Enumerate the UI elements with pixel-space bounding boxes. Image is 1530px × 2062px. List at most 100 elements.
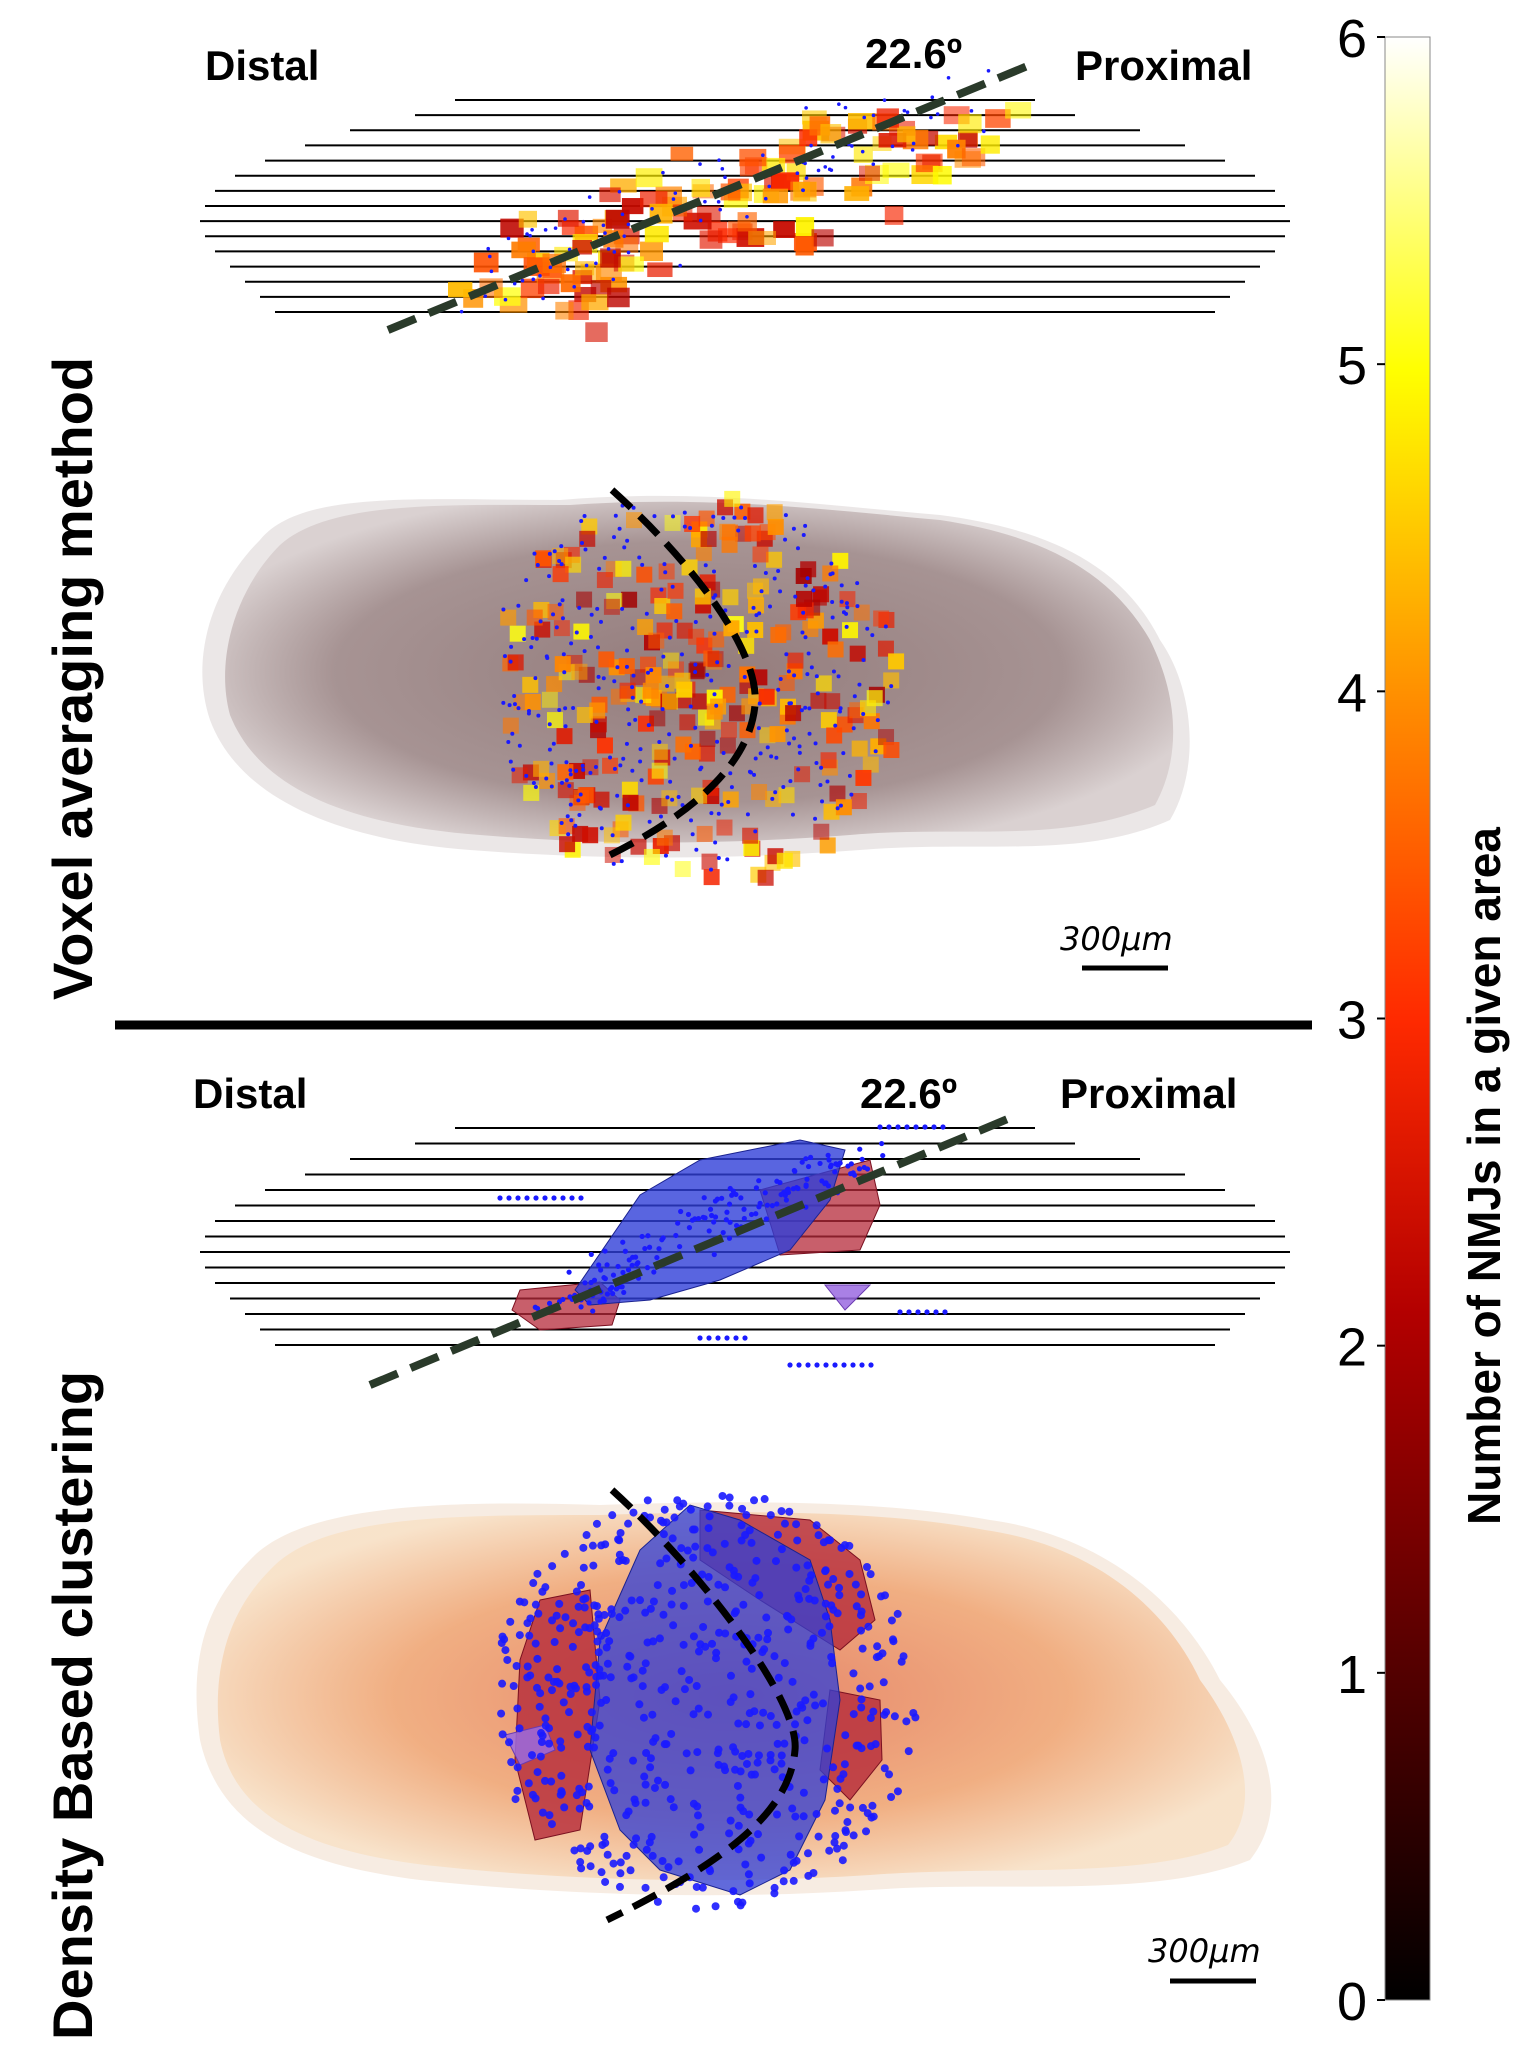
- nmj-point: [599, 1671, 608, 1680]
- nmj-point: [593, 1637, 602, 1646]
- nmj-point: [693, 1802, 702, 1811]
- heat-voxel: [882, 162, 910, 179]
- nmj-point: [662, 562, 667, 567]
- heat-voxel: [639, 191, 668, 208]
- nmj-point: [624, 1519, 633, 1528]
- nmj-point: [639, 699, 644, 704]
- nmj-point: [839, 1770, 848, 1779]
- nmj-point: [858, 1803, 867, 1812]
- heat-voxel: [947, 139, 966, 159]
- nmj-point: [833, 1784, 842, 1793]
- nmj-point: [589, 1561, 598, 1570]
- nmj-point: [608, 1511, 617, 1520]
- nmj-point: [868, 1362, 874, 1368]
- nmj-point: [773, 790, 778, 795]
- nmj-point: [598, 1267, 604, 1273]
- heat-voxel: [744, 525, 761, 542]
- nmj-point: [533, 1195, 539, 1201]
- nmj-point: [664, 1863, 673, 1872]
- nmj-point: [711, 1219, 717, 1225]
- voxel-front-points: [501, 500, 894, 872]
- nmj-point: [682, 1749, 691, 1758]
- nmj-point: [849, 1669, 858, 1678]
- nmj-point: [641, 1608, 650, 1617]
- nmj-point: [709, 523, 714, 528]
- nmj-point: [685, 1675, 694, 1684]
- nmj-point: [601, 1275, 607, 1281]
- nmj-point: [663, 570, 668, 575]
- heat-voxel: [662, 693, 679, 710]
- nmj-point: [601, 676, 606, 681]
- nmj-point: [736, 1793, 745, 1802]
- nmj-point: [622, 1851, 631, 1860]
- nmj-point: [829, 168, 834, 172]
- nmj-point: [878, 1649, 887, 1658]
- nmj-point: [620, 1239, 626, 1245]
- heat-voxel: [778, 787, 795, 804]
- nmj-point: [709, 867, 714, 872]
- nmj-point: [758, 751, 763, 756]
- nmj-point: [601, 223, 606, 228]
- heat-voxel: [573, 623, 590, 640]
- nmj-point: [563, 724, 568, 729]
- nmj-point: [582, 1280, 588, 1286]
- nmj-point: [622, 1248, 628, 1254]
- heat-voxel: [811, 229, 834, 247]
- voxel-proximal-label: Proximal: [1075, 42, 1252, 89]
- dbscan-front-points: [497, 1491, 920, 1913]
- nmj-point: [621, 1606, 630, 1615]
- nmj-point: [694, 1647, 703, 1656]
- nmj-point: [603, 1659, 612, 1668]
- nmj-point: [641, 1798, 650, 1807]
- nmj-point: [861, 712, 866, 717]
- nmj-point: [823, 1744, 832, 1753]
- nmj-point: [786, 1850, 795, 1859]
- nmj-point: [660, 707, 665, 712]
- nmj-point: [855, 581, 860, 586]
- nmj-point: [759, 589, 764, 594]
- nmj-point: [712, 692, 717, 697]
- nmj-point: [631, 673, 636, 678]
- nmj-point: [809, 143, 813, 148]
- nmj-point: [795, 171, 800, 176]
- nmj-point: [666, 1795, 675, 1804]
- heat-voxel: [827, 641, 844, 658]
- heat-voxel: [778, 675, 795, 692]
- nmj-point: [573, 823, 578, 828]
- nmj-point: [523, 1662, 532, 1671]
- heat-voxel: [581, 294, 609, 311]
- heat-voxel: [815, 675, 832, 692]
- heat-voxel: [795, 590, 812, 607]
- heat-voxel: [863, 713, 880, 730]
- nmj-point: [780, 1866, 789, 1875]
- nmj-point: [567, 783, 572, 788]
- heat-voxel: [707, 651, 724, 668]
- nmj-point: [588, 634, 593, 639]
- nmj-point: [574, 1602, 583, 1611]
- nmj-point: [541, 1714, 550, 1723]
- nmj-point: [556, 1737, 565, 1746]
- nmj-point: [513, 1763, 522, 1772]
- nmj-point: [566, 832, 571, 837]
- heat-voxel: [636, 566, 653, 583]
- nmj-point: [719, 1195, 725, 1201]
- nmj-point: [650, 206, 654, 211]
- nmj-point: [692, 1682, 701, 1691]
- nmj-point: [568, 802, 573, 807]
- heat-voxel: [698, 745, 715, 762]
- nmj-point: [747, 1664, 756, 1673]
- nmj-point: [663, 853, 668, 858]
- nmj-point: [658, 814, 663, 819]
- nmj-point: [653, 1581, 662, 1590]
- heat-voxel: [502, 717, 519, 734]
- nmj-point: [618, 763, 623, 768]
- nmj-point: [742, 1511, 751, 1520]
- nmj-point: [660, 1683, 669, 1692]
- nmj-point: [739, 505, 744, 510]
- nmj-point: [814, 761, 819, 766]
- nmj-point: [538, 1731, 547, 1740]
- nmj-point: [706, 1228, 712, 1234]
- nmj-point: [483, 294, 488, 298]
- nmj-point: [661, 1780, 670, 1789]
- nmj-point: [725, 1493, 734, 1502]
